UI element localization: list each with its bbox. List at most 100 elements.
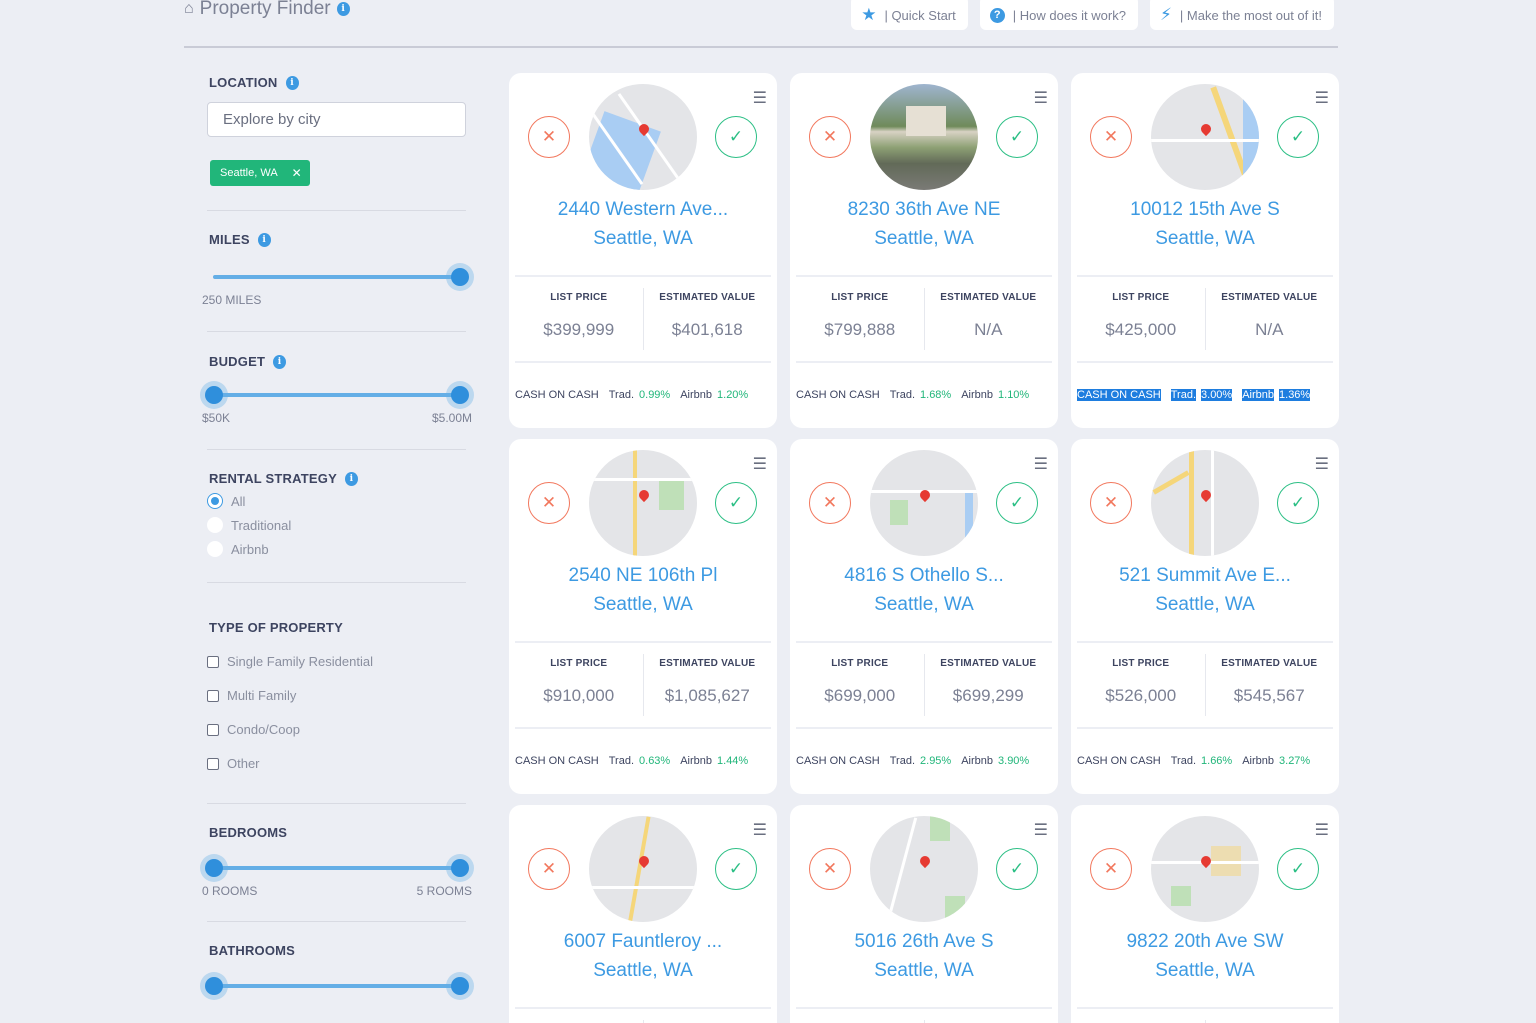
- checkbox[interactable]: [207, 689, 219, 702]
- slider-max-handle[interactable]: [451, 977, 469, 995]
- slider-min-handle[interactable]: [205, 859, 223, 877]
- street-address[interactable]: 10012 15th Ave S: [1130, 199, 1280, 220]
- make-most-button[interactable]: ⚡︎ | Make the most out of it!: [1149, 0, 1334, 30]
- reject-button[interactable]: ✕: [1090, 848, 1132, 890]
- menu-icon[interactable]: ☰: [752, 822, 767, 839]
- accept-button[interactable]: ✓: [996, 116, 1038, 158]
- info-icon[interactable]: i: [273, 354, 287, 369]
- property-address[interactable]: 10012 15th Ave S Seattle, WA: [1071, 195, 1339, 253]
- reject-button[interactable]: ✕: [809, 116, 851, 158]
- checkbox-multi-family[interactable]: Multi Family: [200, 688, 475, 703]
- property-card-5[interactable]: ☰ ✕ ✓ 4816 S Othello S... Seattle, WA LI…: [790, 439, 1058, 794]
- checkbox-other[interactable]: Other: [200, 756, 475, 771]
- property-address[interactable]: 8230 36th Ave NE Seattle, WA: [790, 195, 1058, 253]
- reject-button[interactable]: ✕: [528, 482, 570, 524]
- radio-button[interactable]: [207, 541, 223, 557]
- slider-track[interactable]: [213, 866, 460, 870]
- accept-button[interactable]: ✓: [996, 848, 1038, 890]
- accept-button[interactable]: ✓: [715, 482, 757, 524]
- accept-button[interactable]: ✓: [996, 482, 1038, 524]
- radio-traditional[interactable]: Traditional: [200, 517, 475, 533]
- property-thumbnail[interactable]: [1151, 450, 1259, 556]
- slider-track[interactable]: [213, 393, 460, 397]
- menu-icon[interactable]: ☰: [752, 90, 767, 107]
- property-card-2[interactable]: ☰ ✕ ✓ 8230 36th Ave NE Seattle, WA LIST …: [790, 73, 1058, 428]
- bedrooms-slider[interactable]: [205, 856, 469, 880]
- checkbox[interactable]: [207, 723, 219, 736]
- property-card-8[interactable]: ☰ ✕ ✓ 5016 26th Ave S Seattle, WA LIST P…: [790, 805, 1058, 1023]
- slider-track[interactable]: [213, 984, 460, 988]
- reject-button[interactable]: ✕: [1090, 116, 1132, 158]
- property-address[interactable]: 2440 Western Ave... Seattle, WA: [509, 195, 777, 253]
- property-address[interactable]: 6007 Fauntleroy ... Seattle, WA: [509, 927, 777, 985]
- radio-airbnb[interactable]: Airbnb: [200, 541, 475, 557]
- property-address[interactable]: 521 Summit Ave E... Seattle, WA: [1071, 561, 1339, 619]
- chip-remove-icon[interactable]: ✕: [291, 166, 302, 180]
- checkbox[interactable]: [207, 757, 219, 770]
- property-thumbnail[interactable]: [589, 816, 697, 922]
- info-icon[interactable]: i: [336, 2, 350, 16]
- accept-button[interactable]: ✓: [715, 116, 757, 158]
- property-card-4[interactable]: ☰ ✕ ✓ 2540 NE 106th Pl Seattle, WA LIST …: [509, 439, 777, 794]
- slider-max-handle[interactable]: [451, 386, 469, 404]
- menu-icon[interactable]: ☰: [1314, 90, 1329, 107]
- street-address[interactable]: 9822 20th Ave SW: [1126, 931, 1284, 952]
- property-card-7[interactable]: ☰ ✕ ✓ 6007 Fauntleroy ... Seattle, WA LI…: [509, 805, 777, 1023]
- slider-track[interactable]: [213, 275, 460, 279]
- street-address[interactable]: 2440 Western Ave...: [557, 199, 729, 220]
- street-address[interactable]: 5016 26th Ave S: [854, 931, 994, 952]
- menu-icon[interactable]: ☰: [1314, 456, 1329, 473]
- radio-all[interactable]: All: [200, 493, 475, 509]
- radio-button-selected[interactable]: [207, 493, 223, 509]
- property-thumbnail[interactable]: [1151, 84, 1259, 190]
- property-card-1[interactable]: ☰ ✕ ✓ 2440 Western Ave... Seattle, WA LI…: [509, 73, 777, 428]
- street-address[interactable]: 2540 NE 106th Pl: [568, 565, 718, 586]
- property-card-6[interactable]: ☰ ✕ ✓ 521 Summit Ave E... Seattle, WA LI…: [1071, 439, 1339, 794]
- property-thumbnail[interactable]: [870, 816, 978, 922]
- menu-icon[interactable]: ☰: [1033, 456, 1048, 473]
- bathrooms-slider[interactable]: [205, 974, 469, 998]
- street-address[interactable]: 521 Summit Ave E...: [1119, 565, 1291, 586]
- property-thumbnail[interactable]: [589, 450, 697, 556]
- property-thumbnail[interactable]: [870, 450, 978, 556]
- reject-button[interactable]: ✕: [1090, 482, 1132, 524]
- menu-icon[interactable]: ☰: [1314, 822, 1329, 839]
- checkbox-condo[interactable]: Condo/Coop: [200, 722, 475, 737]
- info-icon[interactable]: i: [285, 75, 299, 90]
- budget-slider[interactable]: [205, 383, 469, 407]
- reject-button[interactable]: ✕: [528, 848, 570, 890]
- slider-max-handle[interactable]: [451, 859, 469, 877]
- menu-icon[interactable]: ☰: [1033, 90, 1048, 107]
- home-icon[interactable]: ⌂: [184, 0, 194, 17]
- info-icon[interactable]: i: [344, 471, 358, 486]
- property-card-3[interactable]: ☰ ✕ ✓ 10012 15th Ave S Seattle, WA LIST …: [1071, 73, 1339, 428]
- slider-min-handle[interactable]: [205, 977, 223, 995]
- accept-button[interactable]: ✓: [1277, 848, 1319, 890]
- slider-min-handle[interactable]: [205, 386, 223, 404]
- property-address[interactable]: 4816 S Othello S... Seattle, WA: [790, 561, 1058, 619]
- menu-icon[interactable]: ☰: [752, 456, 767, 473]
- accept-button[interactable]: ✓: [1277, 116, 1319, 158]
- accept-button[interactable]: ✓: [715, 848, 757, 890]
- checkbox-single-family[interactable]: Single Family Residential: [200, 654, 475, 669]
- property-address[interactable]: 5016 26th Ave S Seattle, WA: [790, 927, 1058, 985]
- property-address[interactable]: 2540 NE 106th Pl Seattle, WA: [509, 561, 777, 619]
- info-icon[interactable]: i: [257, 232, 271, 247]
- reject-button[interactable]: ✕: [528, 116, 570, 158]
- street-address[interactable]: 8230 36th Ave NE: [847, 199, 1001, 220]
- city-search-input[interactable]: [207, 102, 466, 137]
- radio-button[interactable]: [207, 517, 223, 533]
- street-address[interactable]: 4816 S Othello S...: [844, 565, 1004, 586]
- street-address[interactable]: 6007 Fauntleroy ...: [563, 931, 723, 952]
- property-address[interactable]: 9822 20th Ave SW Seattle, WA: [1071, 927, 1339, 985]
- slider-handle[interactable]: [451, 268, 469, 286]
- property-thumbnail[interactable]: [1151, 816, 1259, 922]
- menu-icon[interactable]: ☰: [1033, 822, 1048, 839]
- quick-start-button[interactable]: ★ | Quick Start: [851, 0, 968, 30]
- property-thumbnail[interactable]: [589, 84, 697, 190]
- property-card-9[interactable]: ☰ ✕ ✓ 9822 20th Ave SW Seattle, WA LIST …: [1071, 805, 1339, 1023]
- accept-button[interactable]: ✓: [1277, 482, 1319, 524]
- checkbox[interactable]: [207, 655, 219, 668]
- reject-button[interactable]: ✕: [809, 482, 851, 524]
- property-thumbnail[interactable]: [870, 84, 978, 190]
